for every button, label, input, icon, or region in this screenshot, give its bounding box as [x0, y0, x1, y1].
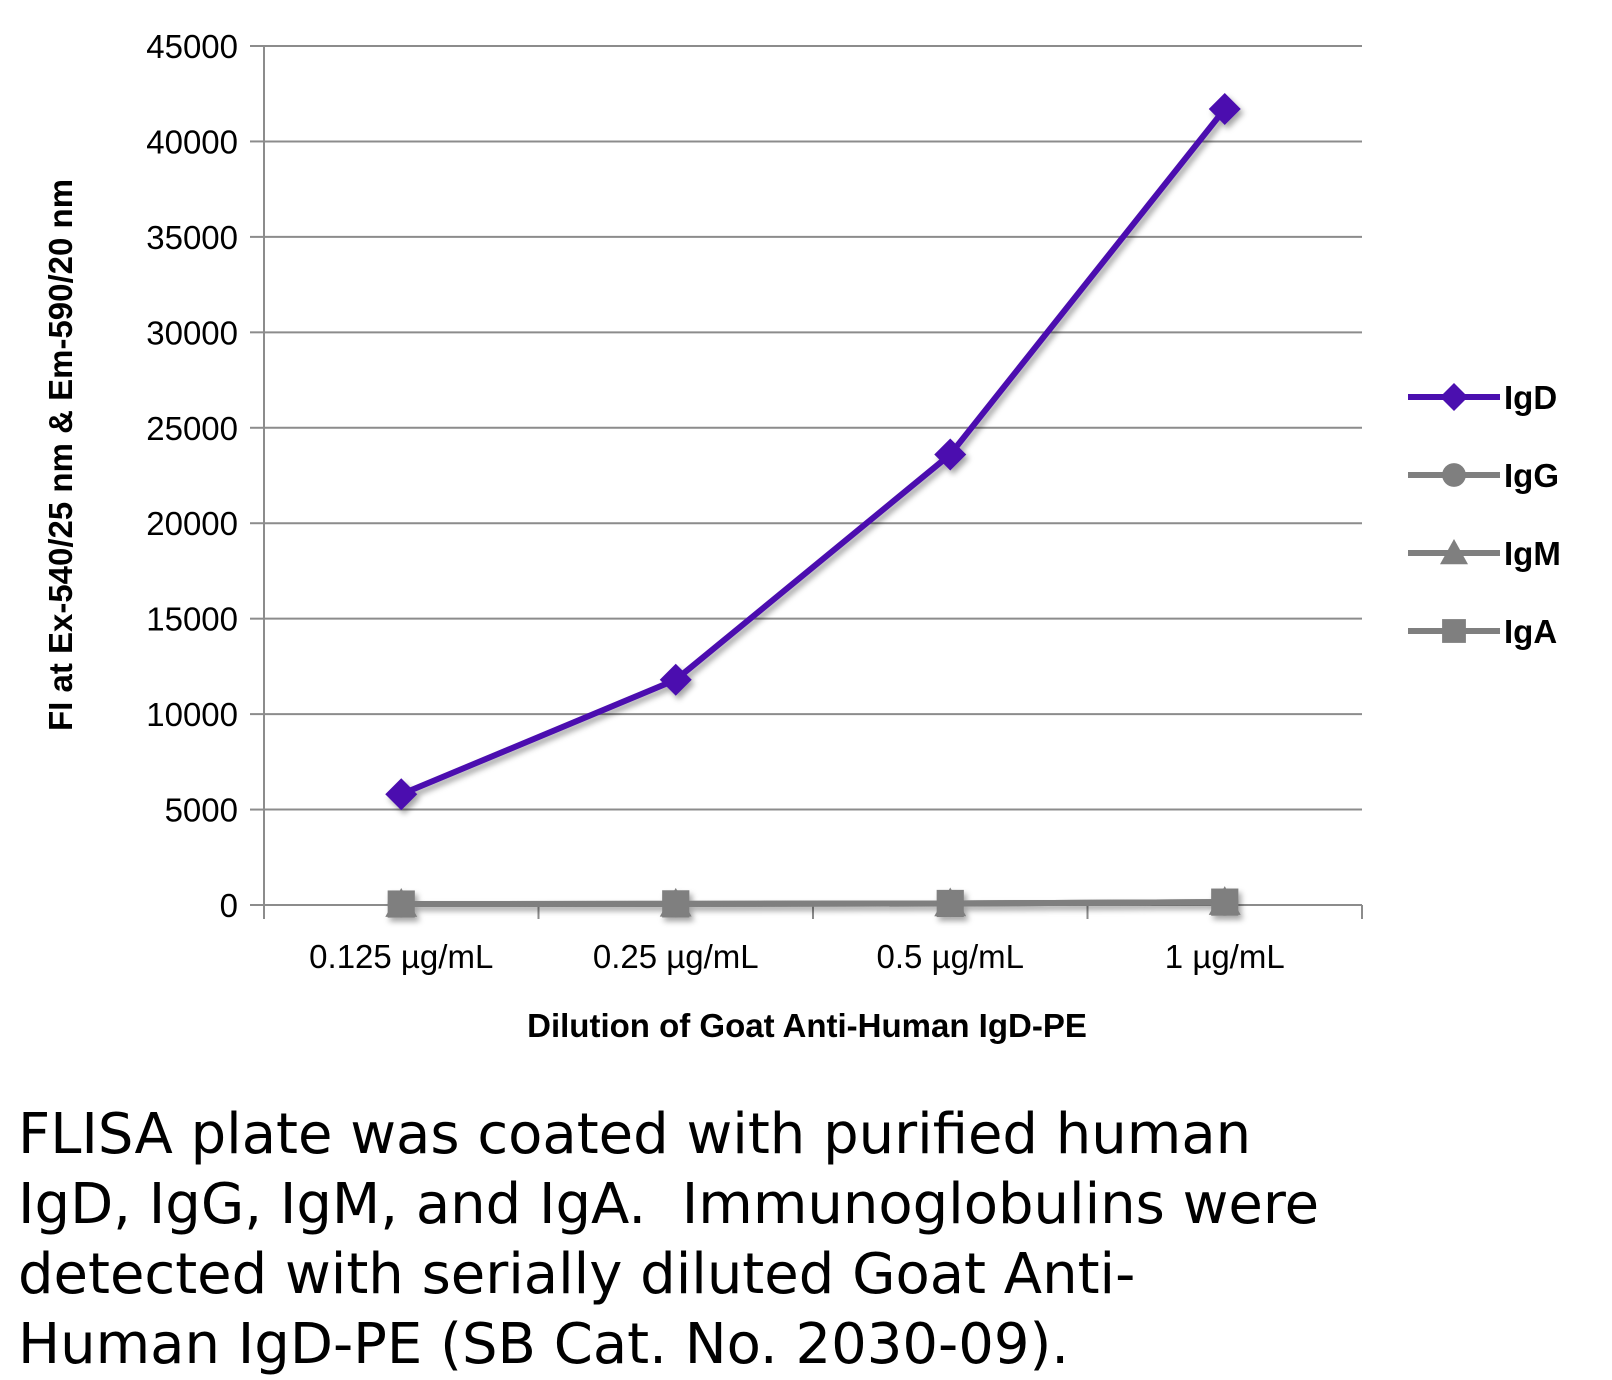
y-tick-label: 45000	[146, 28, 238, 65]
y-tick-label: 10000	[146, 696, 238, 733]
y-tick-label: 30000	[146, 314, 238, 351]
series-line-igg	[401, 899, 1225, 908]
x-tick-label: 0.125 µg/mL	[309, 938, 493, 975]
y-tick-label: 25000	[146, 410, 238, 447]
data-point-igd	[385, 778, 418, 811]
data-point-igg	[1211, 888, 1239, 916]
data-point-igg	[662, 890, 690, 918]
legend-label-igm: IgM	[1504, 535, 1561, 572]
data-point-igg	[387, 890, 415, 918]
series-line-igd	[400, 107, 1228, 798]
legend-marker-igg	[1442, 463, 1466, 487]
y-tick-label: 15000	[146, 601, 238, 638]
chart: 0 5000 10000 15000 20000 25000 30000 35000 40000…	[42, 28, 1561, 1044]
caption-line: FLISA plate was coated with purified hum…	[18, 1102, 1252, 1167]
data-point-igd	[1208, 92, 1241, 125]
legend-marker-igd	[1440, 383, 1468, 411]
data-point-igg	[936, 889, 964, 918]
y-tick-label: 20000	[146, 505, 238, 542]
legend-label-iga: IgA	[1504, 613, 1557, 650]
x-tick-label: 1 µg/mL	[1165, 938, 1285, 975]
legend-marker-igm	[1440, 539, 1468, 565]
caption-line: Human IgD-PE (SB Cat. No. 2030-09).	[18, 1312, 1070, 1377]
caption-line: IgD, IgG, IgM, and IgA. Immunoglobulins …	[18, 1172, 1320, 1237]
y-tick-label: 40000	[146, 123, 238, 160]
y-tick-label: 5000	[165, 792, 238, 829]
y-tick-label: 0	[220, 887, 238, 924]
data-point-igd	[934, 438, 967, 471]
legend-label-igd: IgD	[1504, 379, 1557, 416]
caption-line: detected with serially diluted Goat Anti…	[18, 1242, 1136, 1307]
legend-marker-iga	[1442, 619, 1466, 643]
x-tick-label: 0.5 µg/mL	[877, 938, 1024, 975]
legend-label-igg: IgG	[1504, 457, 1559, 494]
x-axis-title: Dilution of Goat Anti-Human IgD-PE	[527, 1007, 1087, 1044]
figure-caption: FLISA plate was coated with purified hum…	[18, 1100, 1598, 1380]
x-tick-label: 0.25 µg/mL	[593, 938, 759, 975]
y-tick-label: 35000	[146, 219, 238, 256]
y-axis-title: FI at Ex-540/25 nm & Em-590/20 nm	[42, 179, 79, 731]
data-point-igd	[659, 663, 692, 696]
